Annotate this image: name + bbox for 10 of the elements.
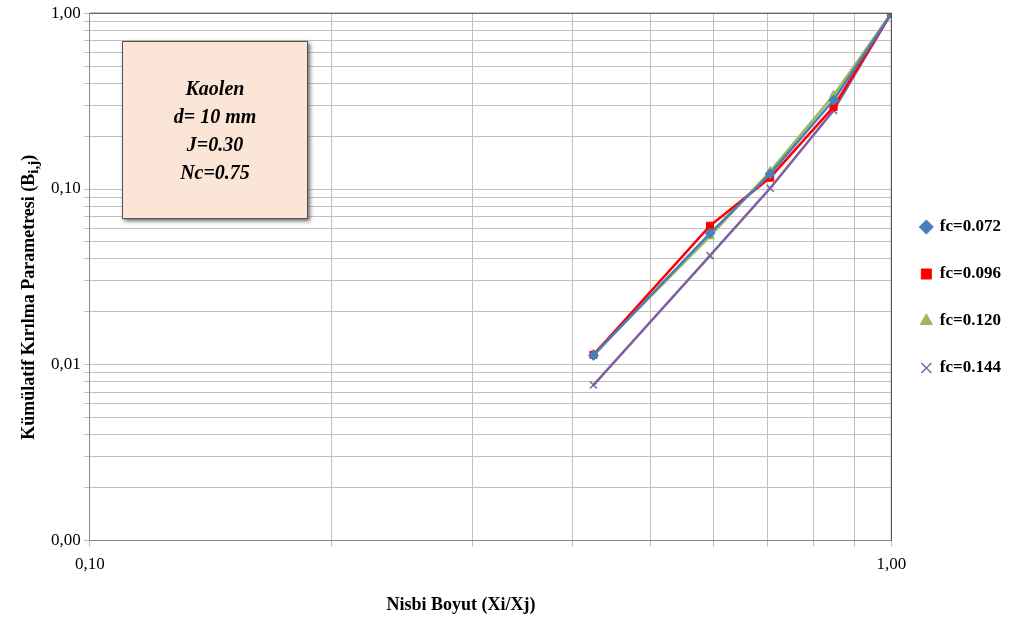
y-tick-label: 0,10 bbox=[51, 178, 81, 198]
legend-label: fc=0.096 bbox=[939, 263, 1002, 283]
legend-label: fc=0.144 bbox=[939, 357, 1002, 377]
y-tick-label: 1,00 bbox=[51, 2, 81, 22]
legend-label: fc=0.072 bbox=[939, 216, 1002, 236]
legend-label: fc=0.120 bbox=[939, 310, 1002, 330]
y-tick-label: 0,01 bbox=[51, 354, 81, 374]
note-box: Kaolen d= 10 mm J=0.30 Nc=0.75 bbox=[122, 41, 308, 219]
x-axis-title: Nisbi Boyut (Xi/Xj) bbox=[385, 594, 537, 615]
y-tick-label: 0,00 bbox=[51, 530, 81, 550]
